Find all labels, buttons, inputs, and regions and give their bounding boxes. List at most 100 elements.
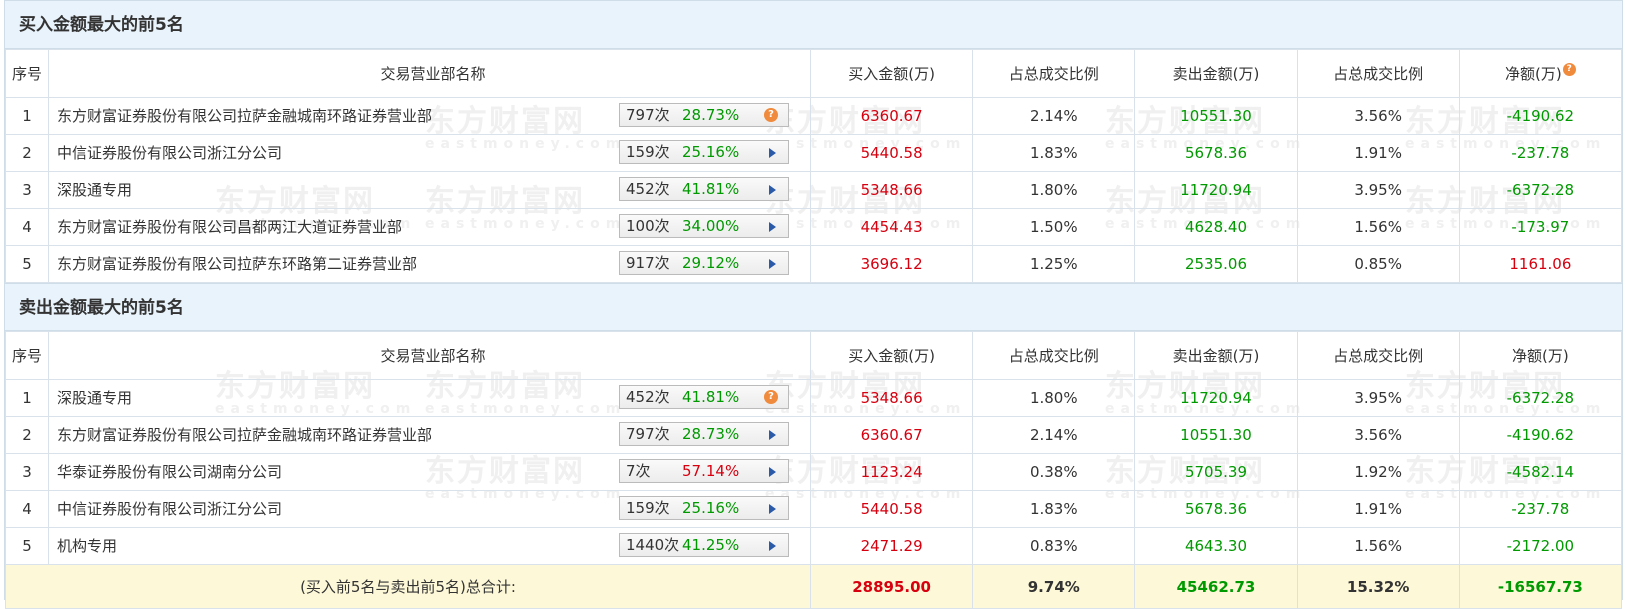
row-index: 5 [5,245,49,283]
net-amount: 1161.06 [1458,245,1623,283]
sell-amount: 5678.36 [1134,490,1298,528]
arrow-right-icon[interactable] [769,504,776,514]
table-row: 2 中信证券股份有限公司浙江分公司 159次 25.16% 5440.58 1.83% 56… [5,134,1623,172]
sell-table: 序号 交易营业部名称 买入金额(万) 占总成交比例 卖出金额(万) 占总成交比例… [5,331,1623,609]
buy-amount: 5348.66 [809,171,974,209]
history-badge[interactable]: 100次 34.00% [619,214,789,238]
buy-amount: 5440.58 [809,490,974,528]
col-branch-name: 交易营业部名称 [48,331,811,380]
buy-ratio: 1.25% [972,245,1136,283]
sell-amount: 4628.40 [1134,208,1298,246]
row-index: 4 [5,208,49,246]
branch-name-link[interactable]: 东方财富证券股份有限公司拉萨金融城南环路证券营业部 [57,107,433,125]
dragon-tiger-list: 东方财富网 eastmoney.com 东方财富网 eastmoney.com 东方财富… [4,0,1623,609]
col-sell-ratio: 占总成交比例 [1296,49,1460,98]
history-badge[interactable]: 797次 28.73%? [619,103,789,127]
arrow-right-icon[interactable] [769,430,776,440]
branch-cell: 东方财富证券股份有限公司拉萨金融城南环路证券营业部 797次 28.73% [48,416,811,454]
row-index: 2 [5,416,49,454]
buy-ratio: 0.38% [972,453,1136,491]
table-row: 1 深股通专用 452次 41.81%? 5348.66 1.80% 11720.94 3.9… [5,379,1623,417]
total-sell: 45462.73 [1134,564,1298,609]
history-badge[interactable]: 159次 25.16% [619,140,789,164]
net-amount: -237.78 [1458,134,1623,172]
total-sell-ratio: 15.32% [1296,564,1460,609]
branch-cell: 深股通专用 452次 41.81% [48,171,811,209]
rise-probability: 41.25% [682,536,740,554]
rise-probability: 25.16% [682,499,740,517]
buy-ratio: 1.50% [972,208,1136,246]
net-amount: -237.78 [1458,490,1623,528]
appearance-count: 452次 [626,388,670,406]
buy-ratio: 0.83% [972,527,1136,565]
branch-name-link[interactable]: 深股通专用 [57,181,133,199]
appearance-count: 7次 [626,462,651,480]
col-buy-amount[interactable]: 买入金额(万) [809,331,974,380]
buy-amount: 2471.29 [809,527,974,565]
buy-table-body: 1 东方财富证券股份有限公司拉萨金融城南环路证券营业部 797次 28.73%? 636… [5,97,1623,283]
table-row: 4 中信证券股份有限公司浙江分公司 159次 25.16% 5440.58 1.83% 56… [5,490,1623,528]
col-branch-name: 交易营业部名称 [48,49,811,98]
row-index: 2 [5,134,49,172]
appearance-count: 1440次 [626,536,680,554]
branch-name-link[interactable]: 东方财富证券股份有限公司拉萨金融城南环路证券营业部 [57,426,433,444]
history-badge[interactable]: 1440次 41.25% [619,533,789,557]
appearance-count: 452次 [626,180,670,198]
arrow-right-icon[interactable] [769,222,776,232]
sell-ratio: 1.91% [1296,134,1460,172]
history-badge[interactable]: 159次 25.16% [619,496,789,520]
history-badge[interactable]: 452次 41.81% [619,177,789,201]
history-badge[interactable]: 797次 28.73% [619,422,789,446]
history-badge[interactable]: 7次 57.14% [619,459,789,483]
appearance-count: 159次 [626,143,670,161]
net-amount: -4190.62 [1458,97,1623,135]
arrow-right-icon[interactable] [769,259,776,269]
rise-probability: 25.16% [682,143,740,161]
question-icon[interactable]: ? [764,108,778,122]
col-net-label: 净额(万) [1505,65,1562,83]
appearance-count: 917次 [626,254,670,272]
arrow-right-icon[interactable] [769,541,776,551]
col-sell-amount[interactable]: 卖出金额(万) [1134,49,1298,98]
sell-ratio: 3.56% [1296,97,1460,135]
col-net-amount: 净额(万) [1458,331,1623,380]
rise-probability: 28.73% [682,425,740,443]
branch-name-link[interactable]: 华泰证券股份有限公司湖南分公司 [57,463,283,481]
buy-table-header: 序号 交易营业部名称 买入金额(万) 占总成交比例 卖出金额(万) 占总成交比例… [5,49,1623,98]
table-row: 4 东方财富证券股份有限公司昌都两江大道证券营业部 100次 34.00% 4454.4… [5,208,1623,246]
branch-cell: 中信证券股份有限公司浙江分公司 159次 25.16% [48,490,811,528]
history-badge[interactable]: 452次 41.81%? [619,385,789,409]
history-badge[interactable]: 917次 29.12% [619,251,789,275]
arrow-right-icon[interactable] [769,467,776,477]
sell-table-body: 1 深股通专用 452次 41.81%? 5348.66 1.80% 11720.94 3.9… [5,379,1623,565]
appearance-count: 100次 [626,217,670,235]
buy-amount: 1123.24 [809,453,974,491]
row-index: 1 [5,379,49,417]
branch-name-link[interactable]: 东方财富证券股份有限公司拉萨东环路第二证券营业部 [57,255,418,273]
sell-amount: 10551.30 [1134,97,1298,135]
sell-amount: 4643.30 [1134,527,1298,565]
appearance-count: 797次 [626,425,670,443]
sell-amount: 11720.94 [1134,379,1298,417]
branch-cell: 东方财富证券股份有限公司拉萨东环路第二证券营业部 917次 29.12% [48,245,811,283]
branch-name-link[interactable]: 中信证券股份有限公司浙江分公司 [57,144,283,162]
branch-cell: 中信证券股份有限公司浙江分公司 159次 25.16% [48,134,811,172]
net-amount: -173.97 [1458,208,1623,246]
buy-table: 序号 交易营业部名称 买入金额(万) 占总成交比例 卖出金额(万) 占总成交比例… [5,49,1623,283]
branch-name-link[interactable]: 中信证券股份有限公司浙江分公司 [57,500,283,518]
col-net-amount: 净额(万)? [1458,49,1623,98]
col-index: 序号 [5,49,49,98]
table-row: 2 东方财富证券股份有限公司拉萨金融城南环路证券营业部 797次 28.73% 6360… [5,416,1623,454]
buy-ratio: 1.83% [972,490,1136,528]
question-icon[interactable]: ? [1562,63,1576,76]
branch-name-link[interactable]: 深股通专用 [57,389,133,407]
branch-name-link[interactable]: 机构专用 [57,537,118,555]
arrow-right-icon[interactable] [769,148,776,158]
arrow-right-icon[interactable] [769,185,776,195]
col-sell-amount[interactable]: 卖出金额(万) [1134,331,1298,380]
col-buy-amount[interactable]: 买入金额(万) [809,49,974,98]
question-icon[interactable]: ? [764,390,778,404]
branch-name-link[interactable]: 东方财富证券股份有限公司昌都两江大道证券营业部 [57,218,403,236]
buy-amount: 4454.43 [809,208,974,246]
col-index: 序号 [5,331,49,380]
